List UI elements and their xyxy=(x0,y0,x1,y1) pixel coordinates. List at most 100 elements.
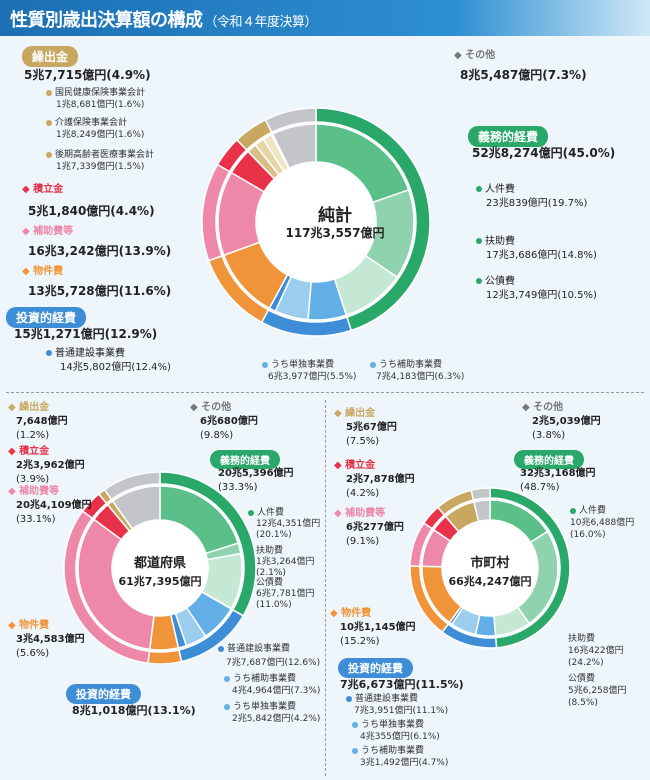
muni-busshi-value1: 10兆1,145億円 xyxy=(340,622,416,633)
pref-tsumitate-value1: 2兆3,962億円 xyxy=(16,460,85,471)
pref-jinken-value1: 12兆4,351億円 xyxy=(256,519,321,529)
muni-busshi-value2: (15.2%) xyxy=(340,636,380,647)
main-tandoku-value: 6兆3,977億円(5.5%) xyxy=(268,372,357,382)
muni-jinken-label: 人件費 xyxy=(570,506,606,517)
pref-center-label: 都道府県 xyxy=(133,556,186,571)
pref-gimu-value2: (33.3%) xyxy=(218,482,258,493)
page-subtitle: （令和４年度決算） xyxy=(204,15,318,30)
main-other-label: ◆ その他 xyxy=(454,50,496,61)
muni-fujo-value1: 16兆422億円 xyxy=(568,646,624,656)
pref-other-value2: (9.8%) xyxy=(200,430,234,441)
main-kuridashi-value: 5兆7,715億円(4.9%) xyxy=(24,68,151,82)
pref-other-value1: 6兆680億円 xyxy=(200,416,258,427)
main-inner-slice-6 xyxy=(271,123,317,170)
muni-kuridashi-label: ◆ 繰出金 xyxy=(334,408,376,419)
muni-other-value1: 2兆5,039億円 xyxy=(532,416,601,427)
main-fujo-value: 17兆3,686億円(14.8%) xyxy=(486,250,597,261)
muni-fujo-value2: (24.2%) xyxy=(568,658,604,668)
muni-tsumitate-value2: (4.2%) xyxy=(346,488,380,499)
main-center-hole xyxy=(257,163,375,281)
pref-tandoku-label: うち単独事業費 xyxy=(224,702,296,713)
pref-fujo-label: 扶助費 xyxy=(256,546,284,556)
pref-other-label: ◆ その他 xyxy=(190,402,232,413)
main-kokuho-label: 国民健康保険事業会計 xyxy=(46,88,145,99)
muni-hojojigyo-label: うち補助事業費 xyxy=(352,746,424,757)
muni-kousai-value1: 5兆6,258億円 xyxy=(568,686,627,696)
pref-toushi-value: 8兆1,018億円(13.1%) xyxy=(72,704,196,717)
muni-gimu-tag: 義務的経費 xyxy=(514,450,584,469)
muni-tandoku-label: うち単独事業費 xyxy=(352,720,424,731)
main-kaigo-label: 介護保険事業会計 xyxy=(46,118,127,129)
muni-other-label: ◆ その他 xyxy=(522,402,564,413)
muni-other-value2: (3.8%) xyxy=(532,430,566,441)
main-tandoku-label: うち単独事業費 xyxy=(262,360,334,371)
muni-tsumitate-value1: 2兆7,878億円 xyxy=(346,474,415,485)
pref-kousai-value2: (11.0%) xyxy=(256,600,292,610)
muni-fujo-label: 扶助費 xyxy=(568,634,596,644)
muni-gimu-value1: 32兆3,168億円 xyxy=(520,468,596,479)
vertical-divider xyxy=(325,400,326,776)
main-toushi-tag: 投資的経費 xyxy=(6,307,87,328)
pref-fujo-value1: 1兆3,264億円 xyxy=(256,557,315,567)
muni-toushi-tag: 投資的経費 xyxy=(338,658,413,678)
pref-busshi-label: ◆ 物件費 xyxy=(8,620,50,631)
muni-jinken-value1: 10兆6,488億円 xyxy=(570,518,635,528)
main-kouki-label: 後期高齢者医療事業会計 xyxy=(46,150,154,161)
main-hojojigyo-value: 7兆4,183億円(6.3%) xyxy=(376,372,465,382)
main-kaigo-value: 1兆8,249億円(1.6%) xyxy=(56,130,145,140)
main-jinken-value: 23兆839億円(19.7%) xyxy=(486,198,588,209)
muni-tsumitate-label: ◆ 積立金 xyxy=(334,460,376,471)
main-center-label: 純計 xyxy=(318,206,352,226)
main-hojo-label: ◆ 補助費等 xyxy=(22,226,74,237)
main-gimu-value: 52兆8,274億円(45.0%) xyxy=(472,146,616,160)
main-kouki-value: 1兆7,339億円(1.5%) xyxy=(56,162,145,172)
pref-busshi-value2: (5.6%) xyxy=(16,648,50,659)
pref-tsumitate-value2: (3.9%) xyxy=(16,474,50,485)
main-futsuken-value: 14兆5,802億円(12.4%) xyxy=(60,362,171,373)
pref-inner-slice-6 xyxy=(111,485,161,530)
muni-center-label: 市町村 xyxy=(470,556,510,571)
pref-kuridashi-value1: 7,648億円 xyxy=(16,416,68,427)
muni-hojo-value1: 6兆277億円 xyxy=(346,522,404,533)
muni-kousai-value2: (8.5%) xyxy=(568,698,598,708)
muni-busshi-label: ◆ 物件費 xyxy=(330,608,372,619)
pref-kousai-value1: 6兆7,781億円 xyxy=(256,589,315,599)
main-kokuho-value: 1兆8,681億円(1.6%) xyxy=(56,100,145,110)
main-hojo-value: 16兆3,242億円(13.9%) xyxy=(28,244,172,258)
horizontal-divider xyxy=(6,392,644,393)
main-fujo-label: 扶助費 xyxy=(476,236,515,248)
pref-jinken-label: 人件費 xyxy=(248,508,284,519)
main-toushi-value: 15兆1,271億円(12.9%) xyxy=(14,327,158,341)
pref-tandoku-value: 2兆5,842億円(4.2%) xyxy=(232,714,321,724)
pref-fujo-value2: (2.1%) xyxy=(256,568,286,578)
main-hojojigyo-label: うち補助事業費 xyxy=(370,360,442,371)
pref-gimu-tag: 義務的経費 xyxy=(210,450,280,469)
pref-kousai-label: 公債費 xyxy=(256,578,284,588)
muni-center-value: 66兆4,247億円 xyxy=(448,575,532,588)
pref-hojo-label: ◆ 補助費等 xyxy=(8,486,60,497)
main-tsumitate-label: ◆ 積立金 xyxy=(22,184,64,195)
main-tsumitate-value: 5兆1,840億円(4.4%) xyxy=(28,204,155,218)
pref-outer-slice-6 xyxy=(103,471,161,501)
pref-kuridashi-label: ◆ 繰出金 xyxy=(8,402,50,413)
page-title: 性質別歳出決算額の構成 （令和４年度決算） xyxy=(10,10,318,31)
muni-center-hole xyxy=(443,521,537,615)
muni-hojo-label: ◆ 補助費等 xyxy=(334,508,386,519)
muni-hojo-value2: (9.1%) xyxy=(346,536,380,547)
pref-inner-slice-3 xyxy=(77,518,155,651)
pref-center-hole xyxy=(113,521,207,615)
muni-hojojigyo-value: 3兆1,492億円(4.7%) xyxy=(360,758,449,768)
pref-kuridashi-value2: (1.2%) xyxy=(16,430,50,441)
main-busshi-label: ◆ 物件費 xyxy=(22,266,64,277)
muni-inner-slice-6 xyxy=(473,499,491,523)
muni-kuridashi-value1: 5兆67億円 xyxy=(346,422,397,433)
pref-futsuken-label: 普通建設事業費 xyxy=(218,644,290,655)
pref-futsuken-value: 7兆7,687億円(12.6%) xyxy=(226,658,321,668)
muni-kuridashi-value2: (7.5%) xyxy=(346,436,380,447)
main-outer-slice-6 xyxy=(264,107,317,134)
header-bar: 性質別歳出決算額の構成 （令和４年度決算） xyxy=(0,0,650,36)
main-kuridashi-tag: 繰出金 xyxy=(22,46,79,67)
pref-toushi-tag: 投資的経費 xyxy=(66,684,141,704)
main-other-value: 8兆5,487億円(7.3%) xyxy=(460,68,587,82)
